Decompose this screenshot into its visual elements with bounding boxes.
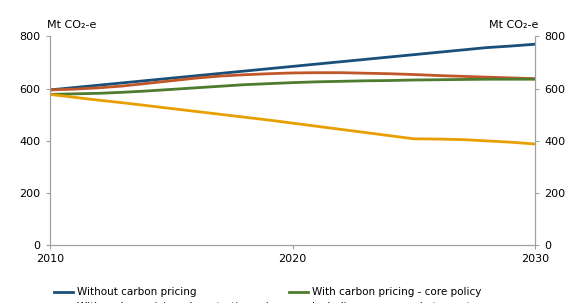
With carbon pricing - low starting price <box>216 74 223 78</box>
Including overseas abatement <box>362 131 369 134</box>
With carbon pricing - core policy <box>386 79 393 82</box>
With carbon pricing - low starting price <box>459 75 466 78</box>
Without carbon pricing <box>289 65 296 68</box>
Without carbon pricing <box>386 55 393 59</box>
Without carbon pricing <box>46 88 53 92</box>
Line: Without carbon pricing: Without carbon pricing <box>50 44 535 90</box>
Without carbon pricing <box>95 83 102 87</box>
Including overseas abatement <box>143 104 150 108</box>
Without carbon pricing <box>240 69 247 73</box>
Without carbon pricing <box>71 86 78 89</box>
With carbon pricing - core policy <box>119 91 126 94</box>
With carbon pricing - low starting price <box>119 84 126 88</box>
With carbon pricing - core policy <box>143 89 150 93</box>
Including overseas abatement <box>386 134 393 138</box>
Including overseas abatement <box>265 118 272 122</box>
Including overseas abatement <box>338 128 345 131</box>
With carbon pricing - core policy <box>314 80 321 84</box>
Including overseas abatement <box>46 92 53 96</box>
With carbon pricing - low starting price <box>411 73 418 76</box>
With carbon pricing - core policy <box>71 92 78 96</box>
Without carbon pricing <box>435 51 442 54</box>
Including overseas abatement <box>459 138 466 142</box>
With carbon pricing - low starting price <box>289 71 296 75</box>
Including overseas abatement <box>95 98 102 102</box>
With carbon pricing - core policy <box>459 78 466 81</box>
With carbon pricing - core policy <box>168 88 175 91</box>
With carbon pricing - core policy <box>240 83 247 87</box>
With carbon pricing - low starting price <box>338 71 345 75</box>
Without carbon pricing <box>362 58 369 61</box>
Including overseas abatement <box>508 140 515 144</box>
With carbon pricing - core policy <box>532 77 539 81</box>
Including overseas abatement <box>411 137 418 141</box>
With carbon pricing - low starting price <box>46 88 53 92</box>
Including overseas abatement <box>483 139 490 143</box>
With carbon pricing - low starting price <box>532 77 539 81</box>
With carbon pricing - low starting price <box>95 86 102 90</box>
With carbon pricing - core policy <box>338 79 345 83</box>
With carbon pricing - low starting price <box>168 79 175 83</box>
With carbon pricing - core policy <box>95 92 102 95</box>
Without carbon pricing <box>411 53 418 56</box>
Without carbon pricing <box>265 67 272 71</box>
Including overseas abatement <box>168 107 175 110</box>
Without carbon pricing <box>143 79 150 82</box>
With carbon pricing - low starting price <box>314 71 321 75</box>
Including overseas abatement <box>435 137 442 141</box>
With carbon pricing - low starting price <box>143 82 150 85</box>
Including overseas abatement <box>532 142 539 146</box>
Without carbon pricing <box>168 76 175 80</box>
Without carbon pricing <box>483 46 490 49</box>
With carbon pricing - low starting price <box>71 87 78 91</box>
Without carbon pricing <box>532 42 539 46</box>
With carbon pricing - core policy <box>483 77 490 81</box>
Including overseas abatement <box>119 101 126 105</box>
With carbon pricing - low starting price <box>362 72 369 75</box>
Without carbon pricing <box>459 48 466 52</box>
Including overseas abatement <box>314 125 321 128</box>
Without carbon pricing <box>119 81 126 85</box>
With carbon pricing - core policy <box>46 92 53 96</box>
Including overseas abatement <box>240 115 247 119</box>
With carbon pricing - core policy <box>362 79 369 83</box>
With carbon pricing - low starting price <box>483 75 490 79</box>
Including overseas abatement <box>192 110 199 113</box>
Line: With carbon pricing - core policy: With carbon pricing - core policy <box>50 79 535 94</box>
With carbon pricing - low starting price <box>435 74 442 77</box>
Including overseas abatement <box>289 121 296 125</box>
Text: Mt CO₂-e: Mt CO₂-e <box>47 20 96 30</box>
With carbon pricing - low starting price <box>265 72 272 75</box>
With carbon pricing - core policy <box>411 78 418 82</box>
With carbon pricing - core policy <box>435 78 442 82</box>
Legend: Without carbon pricing, With carbon pricing - low starting price, With carbon pr: Without carbon pricing, With carbon pric… <box>50 283 486 303</box>
Line: With carbon pricing - low starting price: With carbon pricing - low starting price <box>50 73 535 90</box>
With carbon pricing - core policy <box>216 85 223 88</box>
With carbon pricing - low starting price <box>508 76 515 80</box>
Without carbon pricing <box>216 72 223 75</box>
With carbon pricing - low starting price <box>240 73 247 77</box>
With carbon pricing - low starting price <box>192 76 199 80</box>
Without carbon pricing <box>338 60 345 64</box>
Text: Mt CO₂-e: Mt CO₂-e <box>489 20 538 30</box>
Including overseas abatement <box>216 112 223 116</box>
Including overseas abatement <box>71 95 78 99</box>
Without carbon pricing <box>192 74 199 78</box>
Without carbon pricing <box>314 62 321 66</box>
With carbon pricing - core policy <box>265 82 272 85</box>
With carbon pricing - low starting price <box>386 72 393 75</box>
With carbon pricing - core policy <box>289 81 296 85</box>
Line: Including overseas abatement: Including overseas abatement <box>50 94 535 144</box>
With carbon pricing - core policy <box>192 86 199 90</box>
Without carbon pricing <box>508 44 515 48</box>
With carbon pricing - core policy <box>508 77 515 81</box>
